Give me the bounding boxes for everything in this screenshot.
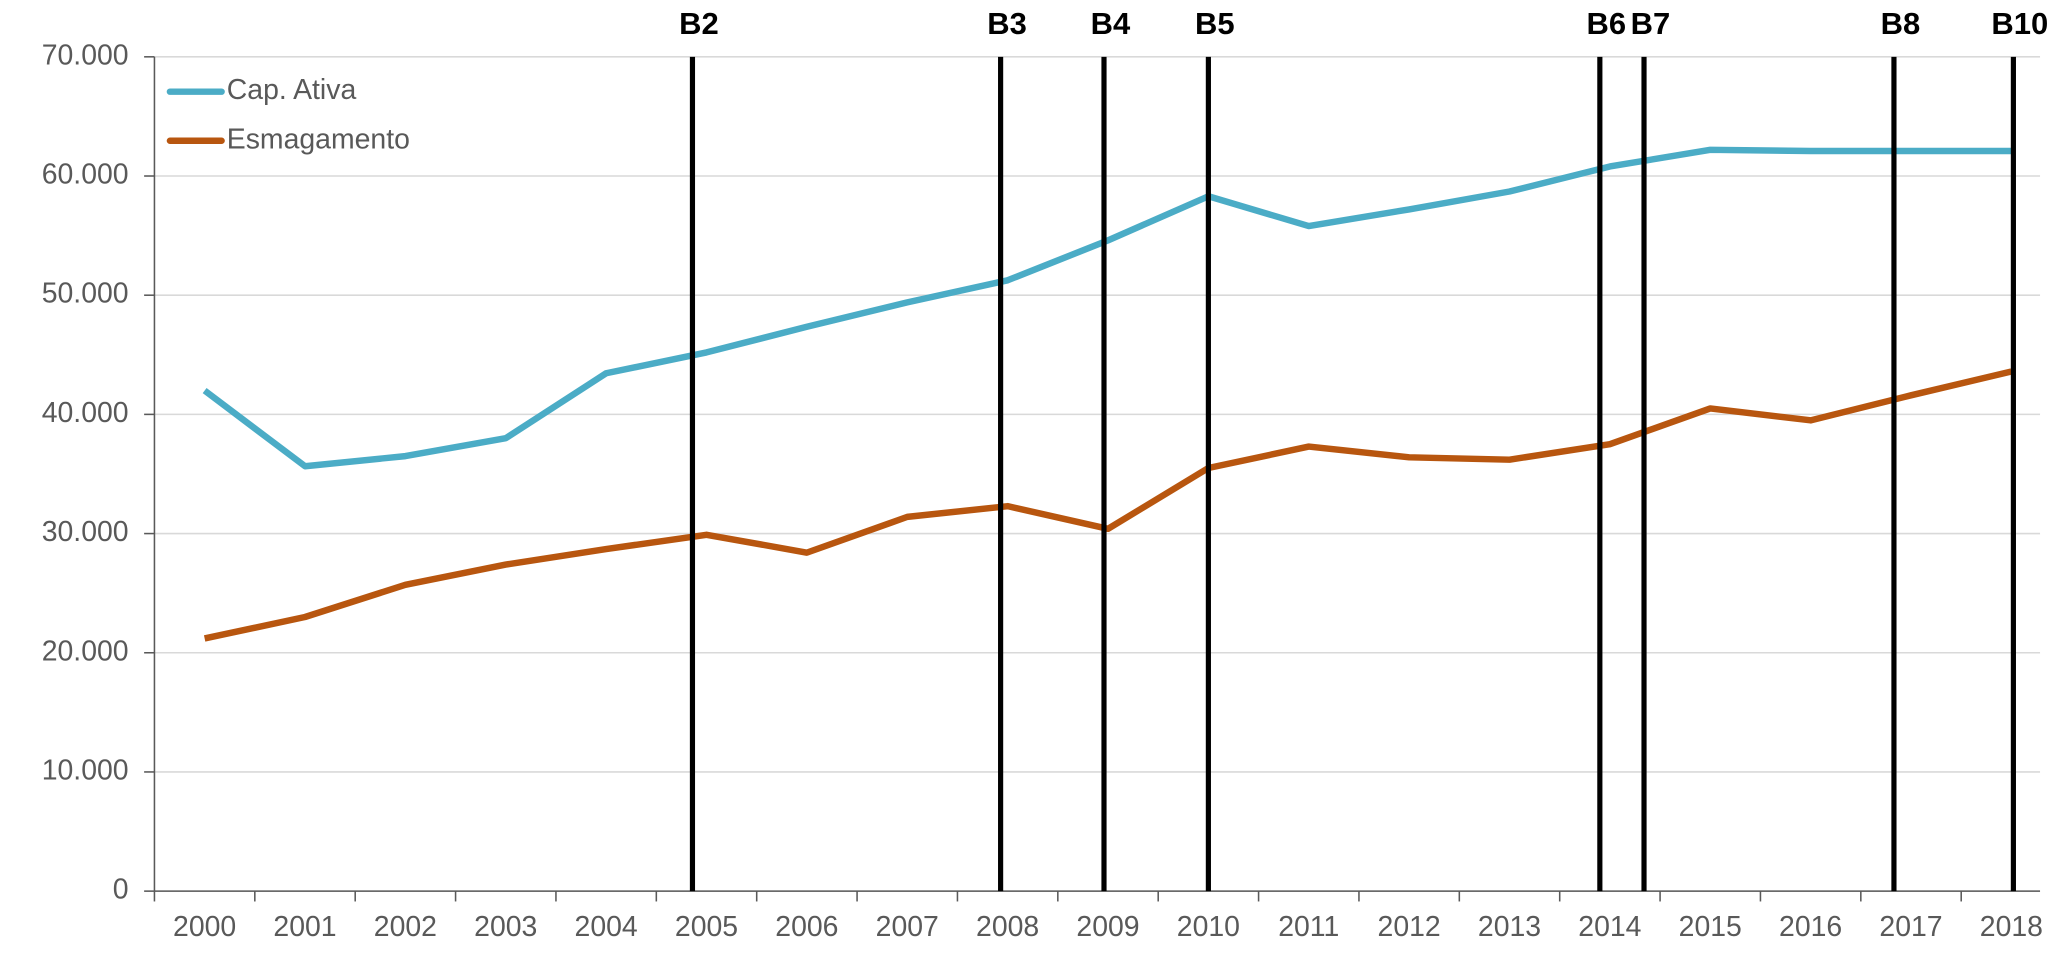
y-tick-label: 40.000 bbox=[42, 397, 129, 429]
x-tick-label: 2014 bbox=[1578, 911, 1641, 943]
legend-label: Cap. Ativa bbox=[227, 74, 357, 106]
x-tick-label: 2007 bbox=[876, 911, 939, 943]
x-tick-label: 2002 bbox=[374, 911, 437, 943]
x-tick-label: 2018 bbox=[1980, 911, 2043, 943]
event-label: B8 bbox=[1881, 6, 1921, 41]
x-tick-label: 2005 bbox=[675, 911, 738, 943]
y-tick-label: 60.000 bbox=[42, 159, 129, 191]
x-tick-label: 2012 bbox=[1378, 911, 1441, 943]
x-tick-label: 2008 bbox=[976, 911, 1039, 943]
series-line bbox=[202, 146, 2012, 470]
event-label: B2 bbox=[679, 6, 719, 41]
x-tick-label: 2006 bbox=[775, 911, 838, 943]
x-tick-label: 2001 bbox=[273, 911, 336, 943]
x-tick-label: 2011 bbox=[1278, 911, 1339, 943]
x-tick-label: 2009 bbox=[1076, 911, 1139, 943]
x-tick-label: 2004 bbox=[575, 911, 638, 943]
x-tick-label: 2003 bbox=[474, 911, 537, 943]
event-label: B7 bbox=[1631, 6, 1671, 41]
x-tick-label: 2000 bbox=[173, 911, 236, 943]
y-tick-label: 10.000 bbox=[42, 754, 129, 786]
x-tick-label: 2017 bbox=[1879, 911, 1942, 943]
series-line bbox=[203, 368, 2013, 642]
event-label: B6 bbox=[1587, 6, 1627, 41]
event-label: B3 bbox=[987, 6, 1027, 41]
event-label: B4 bbox=[1091, 6, 1131, 41]
x-tick-label: 2016 bbox=[1779, 911, 1842, 943]
y-tick-label: 50.000 bbox=[42, 278, 129, 310]
event-label: B10 bbox=[1991, 6, 2048, 41]
y-tick-label: 20.000 bbox=[42, 635, 129, 667]
y-tick-label: 0 bbox=[113, 874, 129, 906]
x-tick-label: 2010 bbox=[1177, 911, 1240, 943]
event-label: B5 bbox=[1195, 6, 1235, 41]
y-tick-label: 70.000 bbox=[42, 39, 129, 71]
y-tick-label: 30.000 bbox=[42, 516, 129, 548]
x-tick-label: 2013 bbox=[1478, 911, 1541, 943]
legend-label: Esmagamento bbox=[227, 123, 410, 155]
x-tick-label: 2015 bbox=[1679, 911, 1742, 943]
